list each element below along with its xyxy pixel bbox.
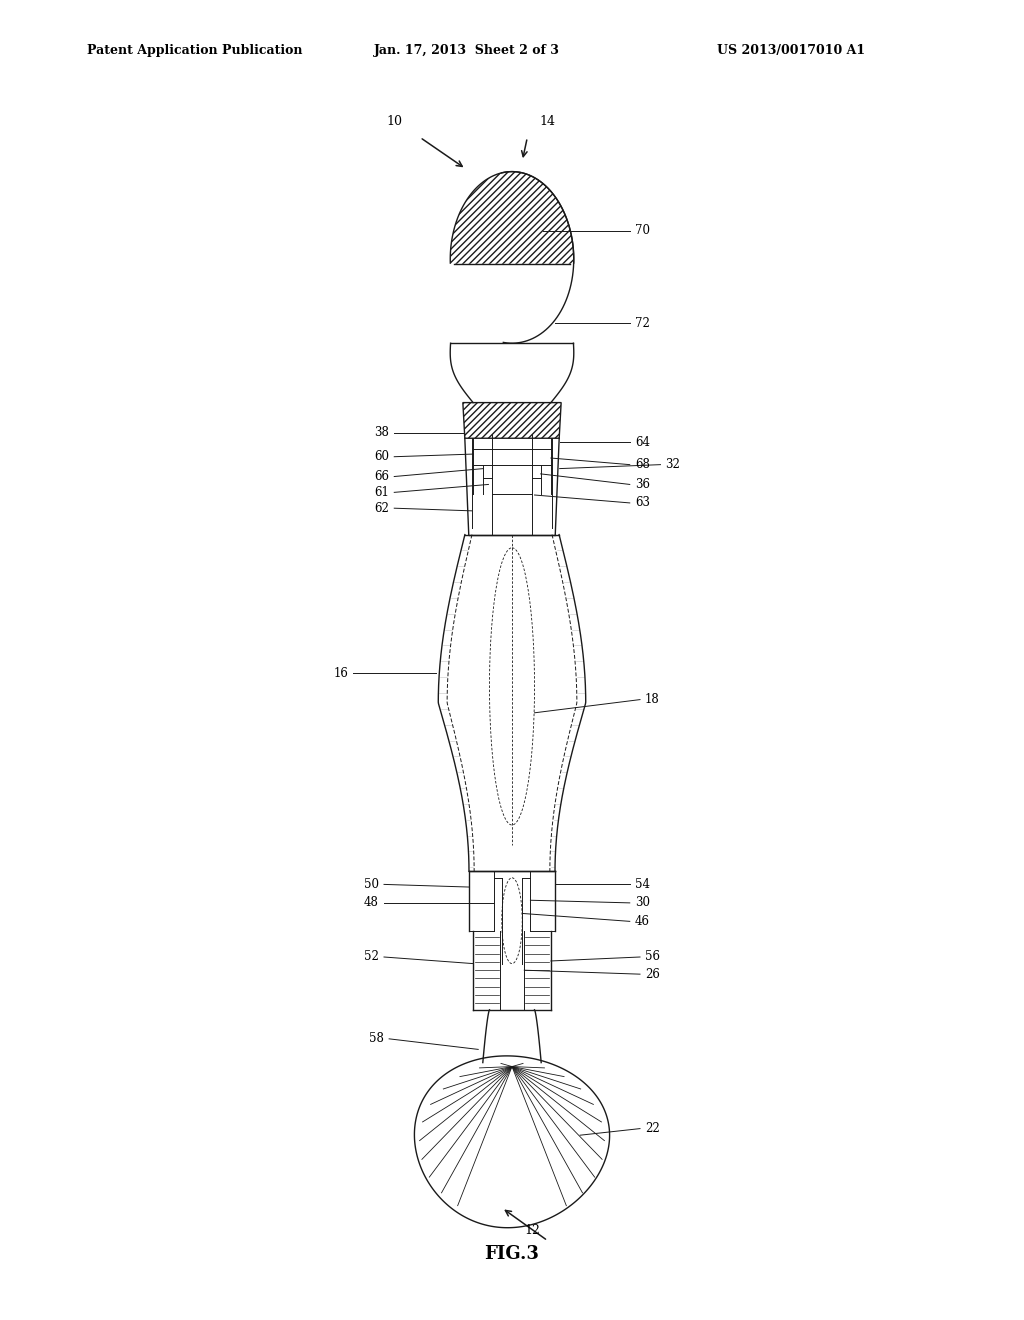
Text: 30: 30 (635, 896, 650, 909)
Text: 72: 72 (635, 317, 650, 330)
Text: FIG.3: FIG.3 (484, 1245, 540, 1263)
Text: 68: 68 (635, 458, 650, 471)
Text: 56: 56 (645, 950, 660, 964)
Text: 32: 32 (666, 458, 681, 471)
Text: 60: 60 (374, 450, 389, 463)
Text: 54: 54 (635, 878, 650, 891)
Polygon shape (463, 403, 561, 438)
Text: 66: 66 (374, 470, 389, 483)
Text: 62: 62 (374, 502, 389, 515)
Text: 22: 22 (645, 1122, 659, 1135)
Text: 10: 10 (386, 115, 402, 128)
Text: 61: 61 (374, 486, 389, 499)
Text: 48: 48 (364, 896, 379, 909)
Text: 52: 52 (364, 950, 379, 964)
Text: 14: 14 (540, 115, 556, 128)
Polygon shape (415, 1056, 609, 1228)
Text: Jan. 17, 2013  Sheet 2 of 3: Jan. 17, 2013 Sheet 2 of 3 (374, 44, 560, 57)
Text: 18: 18 (645, 693, 659, 706)
Polygon shape (451, 172, 573, 343)
Polygon shape (444, 264, 580, 350)
Text: 50: 50 (364, 878, 379, 891)
Text: 70: 70 (635, 224, 650, 238)
Text: 36: 36 (635, 478, 650, 491)
Text: 38: 38 (374, 426, 389, 440)
Text: 64: 64 (635, 436, 650, 449)
Text: 26: 26 (645, 968, 660, 981)
Text: Patent Application Publication: Patent Application Publication (87, 44, 302, 57)
Text: 16: 16 (333, 667, 348, 680)
Text: US 2013/0017010 A1: US 2013/0017010 A1 (717, 44, 865, 57)
Text: 46: 46 (635, 915, 650, 928)
Text: 12: 12 (524, 1224, 541, 1237)
Text: 63: 63 (635, 496, 650, 510)
Text: 58: 58 (369, 1032, 384, 1045)
